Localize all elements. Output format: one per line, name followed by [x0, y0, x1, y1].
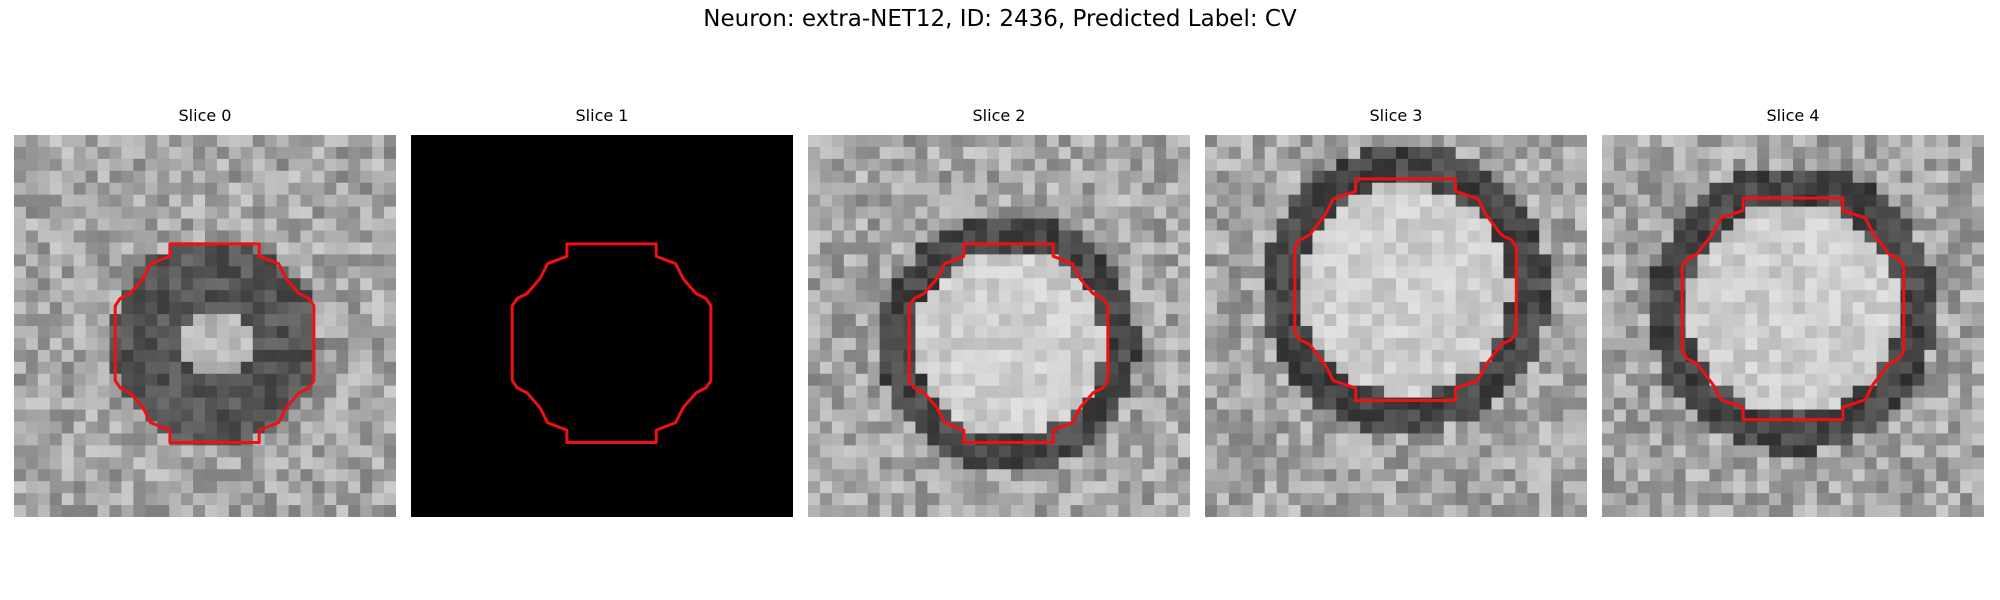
figure-title: Neuron: extra-NET12, ID: 2436, Predicted… — [703, 6, 1297, 32]
panel-title-slice-1: Slice 1 — [575, 106, 629, 125]
red-contour — [1293, 177, 1518, 402]
panel-slice-1: Slice 1 — [411, 105, 793, 517]
image-slice-1 — [411, 135, 793, 517]
red-contour — [907, 242, 1110, 444]
image-slice-2 — [808, 135, 1190, 517]
image-slice-0 — [14, 135, 396, 517]
red-contour — [113, 242, 316, 444]
panel-slice-4: Slice 4 — [1602, 105, 1984, 517]
blank-image-fill — [411, 135, 793, 517]
panel-title-slice-4: Slice 4 — [1766, 106, 1820, 125]
panel-title-slice-3: Slice 3 — [1369, 106, 1423, 125]
panel-slice-3: Slice 3 — [1205, 105, 1587, 517]
red-contour — [510, 242, 713, 444]
panel-title-slice-0: Slice 0 — [178, 106, 232, 125]
image-slice-3 — [1205, 135, 1587, 517]
image-slice-4 — [1602, 135, 1984, 517]
panel-slice-2: Slice 2 — [808, 105, 1190, 517]
panel-slice-0: Slice 0 — [14, 105, 396, 517]
red-contour — [1680, 196, 1906, 422]
panel-title-slice-2: Slice 2 — [972, 106, 1026, 125]
